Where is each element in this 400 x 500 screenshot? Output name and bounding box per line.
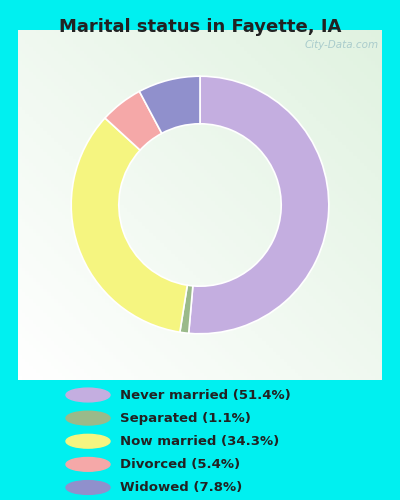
Circle shape — [66, 458, 110, 471]
Wedge shape — [105, 92, 162, 150]
Wedge shape — [189, 76, 329, 334]
Text: City-Data.com: City-Data.com — [304, 40, 378, 50]
Circle shape — [66, 434, 110, 448]
Text: Widowed (7.8%): Widowed (7.8%) — [120, 481, 242, 494]
Text: Never married (51.4%): Never married (51.4%) — [120, 388, 291, 402]
Text: Marital status in Fayette, IA: Marital status in Fayette, IA — [59, 18, 341, 36]
Circle shape — [66, 411, 110, 425]
Wedge shape — [139, 76, 200, 134]
Wedge shape — [71, 118, 187, 332]
Circle shape — [66, 388, 110, 402]
Text: Separated (1.1%): Separated (1.1%) — [120, 412, 251, 424]
Circle shape — [66, 480, 110, 494]
Text: Now married (34.3%): Now married (34.3%) — [120, 434, 279, 448]
Text: Divorced (5.4%): Divorced (5.4%) — [120, 458, 240, 471]
Wedge shape — [180, 285, 193, 334]
